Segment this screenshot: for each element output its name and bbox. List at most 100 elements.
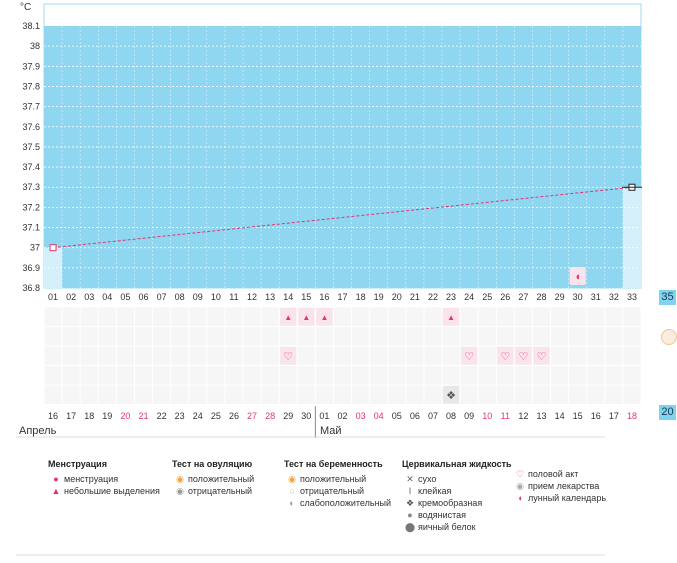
date-label: 10 <box>482 411 492 421</box>
date-label: 02 <box>337 411 347 421</box>
marker-cell <box>605 366 623 385</box>
heart-icon: ♡ <box>518 351 528 363</box>
marker-cell <box>496 366 514 385</box>
date-label: 26 <box>229 411 239 421</box>
creamy-icon: ❖ <box>405 497 415 508</box>
marker-cell <box>153 327 171 346</box>
marker-cell <box>551 327 569 346</box>
marker-cell <box>587 307 605 326</box>
legend-item: менструация <box>64 474 119 484</box>
marker-cell <box>569 346 587 365</box>
marker-cell <box>623 307 641 326</box>
sexual-act-cell <box>515 347 532 365</box>
legend-ovulation-test: Тест на овуляцию ◉ положительный ◉ отрицат… <box>172 459 254 497</box>
marker-cell <box>297 366 315 385</box>
marker-cell <box>406 327 424 346</box>
marker-cell <box>116 346 134 365</box>
date-label: 08 <box>446 411 456 421</box>
date-label: 30 <box>301 411 311 421</box>
marker-cell <box>171 327 189 346</box>
y-tick-label: 37.5 <box>22 142 40 152</box>
marker-cell <box>44 385 62 404</box>
marker-cell <box>134 346 153 365</box>
heart-icon: ♡ <box>537 351 547 363</box>
marker-cell <box>424 346 442 365</box>
marker-cell <box>514 366 532 385</box>
marker-cell <box>243 346 261 365</box>
y-tick-label: 37.4 <box>22 162 40 172</box>
legend-title: Тест на овуляцию <box>172 459 253 469</box>
side-value-bottom: 20 <box>659 405 676 420</box>
marker-cell <box>207 366 225 385</box>
marker-cell <box>514 385 532 404</box>
marker-cell <box>406 385 424 404</box>
marker-cell <box>460 327 478 346</box>
marker-cell <box>460 385 478 404</box>
legend-item: слабоположительный <box>300 498 392 508</box>
y-tick-label: 36.9 <box>22 263 40 273</box>
marker-cell <box>315 385 333 404</box>
side-value-top: 35 <box>659 290 676 305</box>
marker-cell <box>352 366 370 385</box>
cycle-day-label: 11 <box>229 292 238 302</box>
cycle-day-label: 30 <box>573 292 583 302</box>
date-label: 28 <box>265 411 275 421</box>
legend-title: Тест на беременность <box>284 459 383 469</box>
marker-cell <box>496 307 514 326</box>
marker-cell <box>153 366 171 385</box>
marker-cell <box>569 385 587 404</box>
marker-cell <box>532 307 551 326</box>
menstruation-cell <box>316 308 333 326</box>
marker-cell <box>370 307 388 326</box>
marker-cell <box>62 366 80 385</box>
marker-cell <box>207 346 225 365</box>
date-label: 04 <box>374 411 384 421</box>
y-tick-label: 37.8 <box>22 81 40 91</box>
legend-item: сухо <box>418 474 437 484</box>
marker-cell <box>98 346 116 365</box>
legend-item: прием лекарства <box>528 481 600 491</box>
marker-cell <box>352 327 370 346</box>
marker-cell <box>315 346 333 365</box>
cycle-day-label: 04 <box>102 292 112 302</box>
marker-cell <box>623 327 641 346</box>
marker-cell <box>370 385 388 404</box>
date-label: 12 <box>518 411 528 421</box>
cycle-day-label: 07 <box>157 292 167 302</box>
small-drop-icon: ▲ <box>284 313 292 322</box>
egg-white-icon: ⬤ <box>404 521 416 532</box>
sexual-act-cell <box>533 347 550 365</box>
marker-cell <box>44 307 62 326</box>
marker-cell <box>80 385 98 404</box>
marker-cell <box>532 385 551 404</box>
marker-cell <box>333 327 352 346</box>
marker-cell <box>134 385 153 404</box>
legend-item: небольшие выделения <box>64 486 160 496</box>
date-label: 06 <box>410 411 420 421</box>
creamy-icon: ❖ <box>446 390 456 402</box>
marker-cell <box>225 385 243 404</box>
marker-cell <box>297 385 315 404</box>
marker-cell <box>388 385 406 404</box>
date-label: 13 <box>536 411 546 421</box>
marker-cell <box>243 366 261 385</box>
marker-cell <box>333 346 352 365</box>
y-tick-label: 37.9 <box>22 61 40 71</box>
menstruation-cell <box>280 308 297 326</box>
date-label: 29 <box>283 411 293 421</box>
cycle-day-label: 08 <box>175 292 185 302</box>
marker-cell <box>98 385 116 404</box>
date-label: 18 <box>84 411 94 421</box>
marker-cell <box>370 366 388 385</box>
date-label: 20 <box>120 411 130 421</box>
moon-icon: ◖ <box>574 271 581 283</box>
cycle-day-label: 18 <box>356 292 366 302</box>
cycle-day-label: 24 <box>464 292 474 302</box>
cycle-day-label: 27 <box>518 292 528 302</box>
date-label: 27 <box>247 411 257 421</box>
heart-icon: ♡ <box>515 468 525 479</box>
marker-cell <box>297 327 315 346</box>
marker-cell <box>62 346 80 365</box>
marker-cell <box>352 346 370 365</box>
